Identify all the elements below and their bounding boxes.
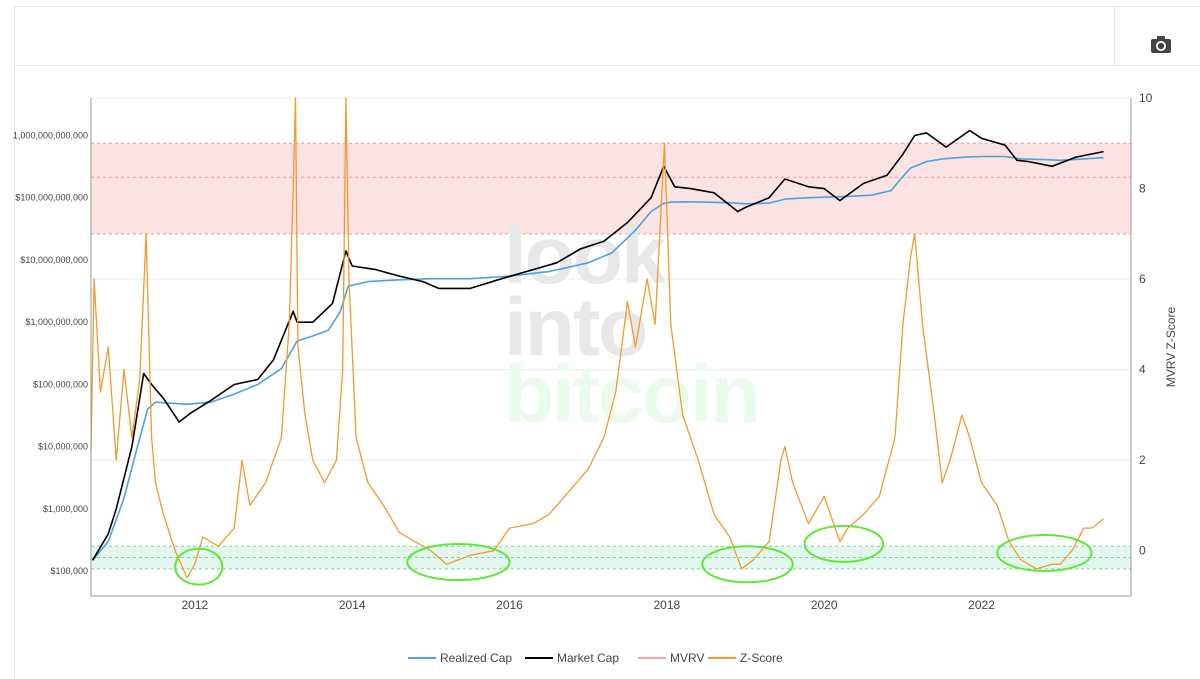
y-left-tick-label: $1,000,000,000 [25, 317, 88, 327]
camera-icon[interactable] [1150, 34, 1172, 54]
y-right-tick-label: 0 [1139, 544, 1146, 558]
legend-label: Realized Cap [440, 651, 512, 665]
series-realized-cap [91, 155, 1104, 561]
highlight-circle [701, 545, 794, 584]
highlight-circle [996, 533, 1093, 572]
highlight-circles [174, 524, 1093, 586]
legend-label: Market Cap [557, 651, 619, 665]
green-zone-band [91, 546, 1131, 569]
y-left-tick-label: $100,000 [50, 566, 88, 576]
y-right-tick-label: 4 [1139, 363, 1146, 377]
series-z-score [90, 97, 1104, 579]
series-layer [90, 97, 1104, 579]
x-tick-label: 2020 [811, 598, 838, 612]
y-left-tick-label: 1,000,000,000,000 [13, 130, 88, 140]
watermark-text: look [504, 210, 667, 301]
series-market-cap [91, 129, 1104, 561]
y-left-tick-label: $100,000,000,000 [15, 193, 88, 203]
axes: $100,000 $1,000,000 $10,000,000 $100,000,00… [13, 91, 1178, 612]
x-tick-label: 2014 [339, 598, 366, 612]
y-left-tick-label: $1,000,000 [43, 504, 88, 514]
x-tick-label: 2022 [968, 598, 995, 612]
highlight-circle [174, 547, 224, 586]
chart-panel [14, 6, 1200, 679]
highlight-circle [406, 543, 511, 582]
toolbar-divider [1114, 6, 1115, 66]
legend: Realized Cap Market Cap MVRV Z-Score [408, 651, 783, 665]
y-left-tick-label: $10,000,000,000 [20, 255, 88, 265]
highlight-circle [803, 524, 885, 563]
y-left-tick-label: $100,000,000 [33, 379, 88, 389]
y-right-axis-label: MVRV Z-Score [1164, 306, 1178, 387]
x-tick-label: 2016 [496, 598, 523, 612]
toolbar [14, 6, 1200, 66]
x-tick-label: 2018 [654, 598, 681, 612]
legend-label: Z-Score [740, 651, 783, 665]
y-right-tick-label: 8 [1139, 182, 1146, 196]
y-right-tick-label: 10 [1139, 91, 1153, 105]
gridlines [91, 97, 1131, 552]
x-tick-label: 2012 [181, 598, 208, 612]
y-right-tick-label: 2 [1139, 453, 1146, 467]
y-right-tick-label: 6 [1139, 272, 1146, 286]
watermark-text: bitcoin [504, 349, 759, 440]
legend-label: MVRV [670, 651, 704, 665]
y-left-tick-label: $10,000,000 [38, 442, 88, 452]
